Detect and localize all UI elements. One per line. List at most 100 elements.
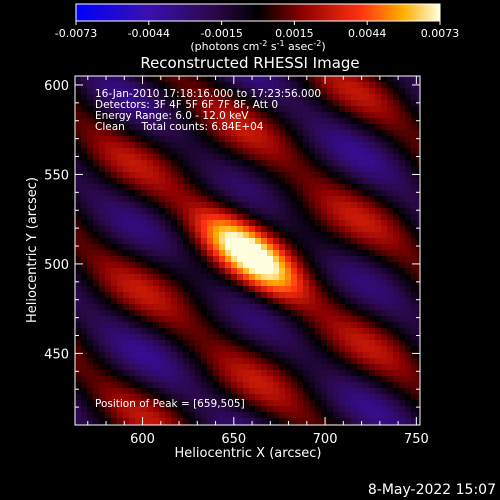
heatmap-cell	[291, 160, 298, 167]
heatmap-cell	[189, 136, 196, 143]
heatmap-cell	[183, 364, 190, 371]
heatmap-cell	[105, 76, 112, 83]
heatmap-cell	[327, 352, 334, 359]
heatmap-cell	[333, 202, 340, 209]
heatmap-cell	[279, 286, 286, 293]
heatmap-cell	[177, 184, 184, 191]
heatmap-cell	[393, 202, 400, 209]
heatmap-cell	[345, 394, 352, 401]
heatmap-cell	[165, 202, 172, 209]
heatmap-cell	[99, 118, 106, 125]
heatmap-cell	[183, 76, 190, 83]
heatmap-cell	[171, 412, 178, 419]
heatmap-cell	[357, 310, 364, 317]
heatmap-cell	[165, 190, 172, 197]
heatmap-cell	[297, 274, 304, 281]
heatmap-cell	[249, 274, 256, 281]
heatmap-cell	[363, 364, 370, 371]
heatmap-cell	[153, 298, 160, 305]
heatmap-cell	[267, 340, 274, 347]
heatmap-cell	[183, 274, 190, 281]
heatmap-cell	[201, 178, 208, 185]
heatmap-cell	[93, 172, 100, 179]
heatmap-cell	[177, 328, 184, 335]
heatmap-cell	[123, 388, 130, 395]
heatmap-cell	[261, 118, 268, 125]
heatmap-cell	[225, 418, 232, 425]
heatmap-cell	[363, 190, 370, 197]
heatmap-cell	[303, 178, 310, 185]
heatmap-cell	[375, 412, 382, 419]
heatmap-cell	[303, 184, 310, 191]
heatmap-cell	[411, 340, 418, 347]
heatmap-cell	[411, 112, 418, 119]
heatmap-cell	[111, 202, 118, 209]
heatmap-cell	[171, 280, 178, 287]
heatmap-cell	[255, 154, 262, 161]
heatmap-cell	[75, 232, 82, 239]
heatmap-cell	[357, 148, 364, 155]
heatmap-cell	[195, 304, 202, 311]
heatmap-cell	[297, 334, 304, 341]
heatmap-cell	[315, 142, 322, 149]
heatmap-cell	[417, 412, 420, 419]
heatmap-cell	[297, 262, 304, 269]
heatmap-cell	[231, 322, 238, 329]
heatmap-cell	[405, 298, 412, 305]
heatmap-cell	[213, 364, 220, 371]
heatmap-cell	[129, 154, 136, 161]
heatmap-cell	[333, 136, 340, 143]
heatmap-cell	[135, 202, 142, 209]
heatmap-cell	[231, 244, 238, 251]
heatmap-cell	[339, 184, 346, 191]
heatmap-cell	[387, 172, 394, 179]
heatmap-cell	[237, 388, 244, 395]
plot-frame	[74, 75, 421, 426]
heatmap-cell	[381, 310, 388, 317]
heatmap-cell	[297, 364, 304, 371]
heatmap-cell	[327, 208, 334, 215]
heatmap-cell	[315, 406, 322, 413]
heatmap-cell	[81, 94, 88, 101]
heatmap-cell	[177, 382, 184, 389]
heatmap-cell	[225, 106, 232, 113]
heatmap-cell	[267, 262, 274, 269]
heatmap-cell	[165, 328, 172, 335]
heatmap-cell	[255, 112, 262, 119]
heatmap-cell	[171, 142, 178, 149]
heatmap-cell	[153, 376, 160, 383]
heatmap-cell	[153, 112, 160, 119]
heatmap-cell	[171, 160, 178, 167]
heatmap-cell	[339, 352, 346, 359]
heatmap-cell	[285, 286, 292, 293]
heatmap-cell	[381, 88, 388, 95]
heatmap-cell	[333, 130, 340, 137]
heatmap-cell	[159, 196, 166, 203]
heatmap-cell	[315, 88, 322, 95]
heatmap-cell	[123, 382, 130, 389]
heatmap-cell	[141, 298, 148, 305]
heatmap-cell	[111, 76, 118, 83]
heatmap-cell	[213, 142, 220, 149]
heatmap-cell	[405, 94, 412, 101]
heatmap-cell	[267, 382, 274, 389]
heatmap-cell	[105, 346, 112, 353]
heatmap-cell	[297, 178, 304, 185]
heatmap-cell	[417, 298, 420, 305]
heatmap-cell	[339, 148, 346, 155]
heatmap-cell	[393, 352, 400, 359]
heatmap-cell	[381, 154, 388, 161]
heatmap-cell	[183, 220, 190, 227]
heatmap-cell	[333, 250, 340, 257]
heatmap-cell	[177, 268, 184, 275]
heatmap-cell	[171, 268, 178, 275]
heatmap-cell	[213, 352, 220, 359]
heatmap-cell	[81, 352, 88, 359]
heatmap-cell	[327, 220, 334, 227]
heatmap-cell	[105, 262, 112, 269]
heatmap-cell	[123, 178, 130, 185]
heatmap-cell	[291, 178, 298, 185]
heatmap-cell	[261, 142, 268, 149]
heatmap-cell	[369, 88, 376, 95]
heatmap-cell	[333, 292, 340, 299]
